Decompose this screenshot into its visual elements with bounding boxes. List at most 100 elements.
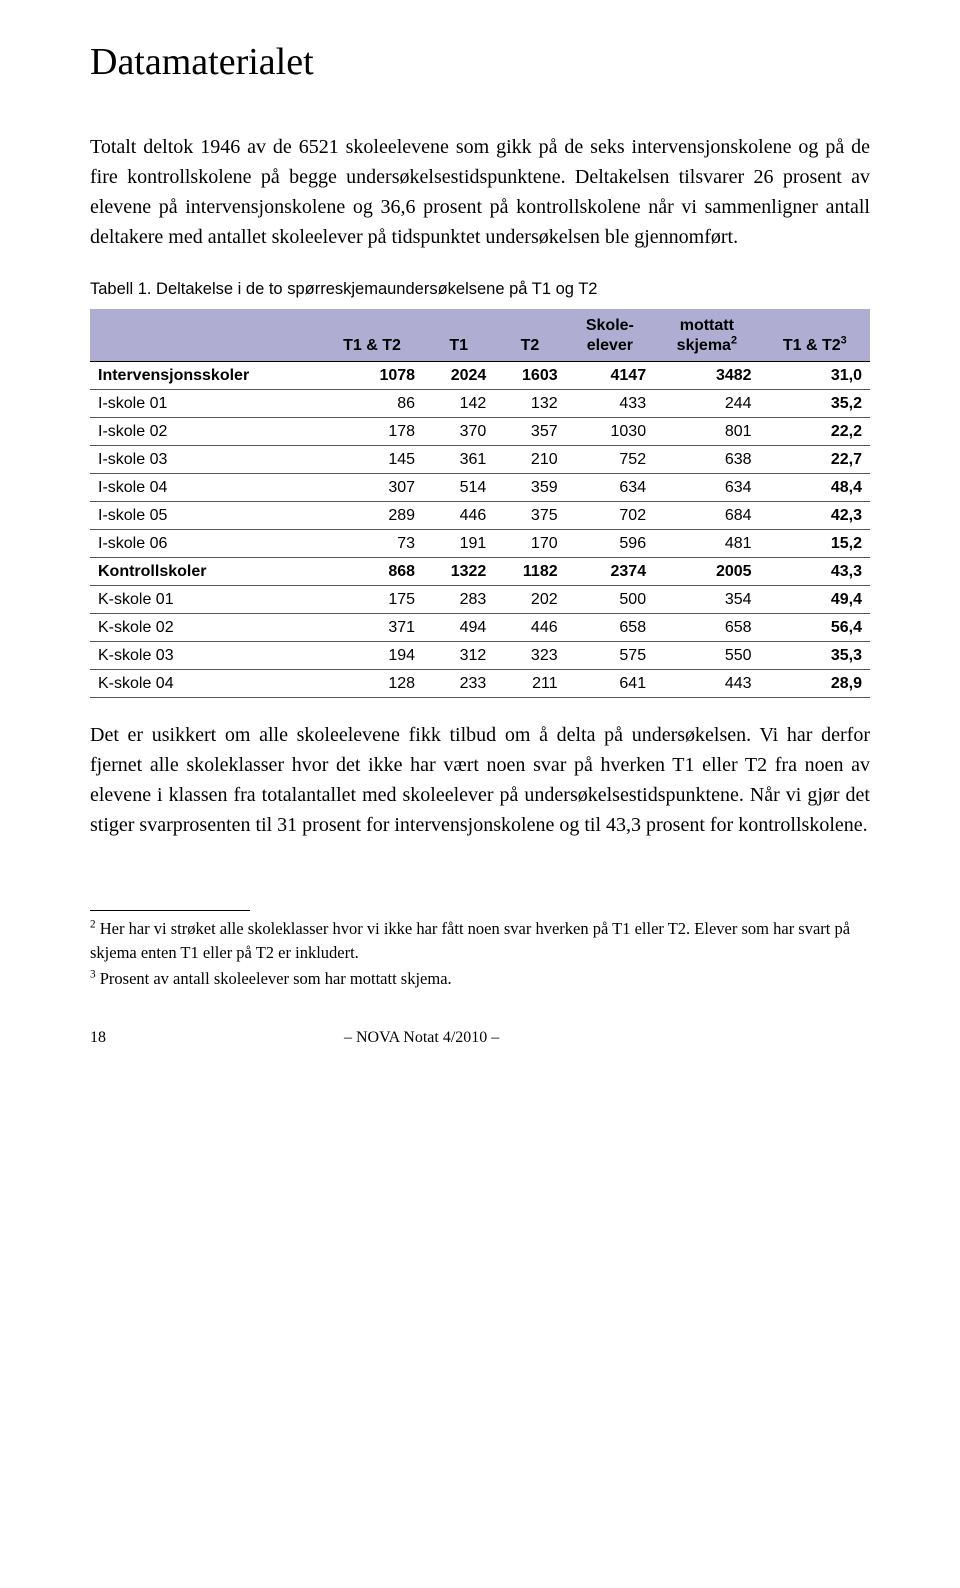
table-cell: 233 — [423, 670, 494, 698]
col-header-t1t2: T1 & T2 — [321, 309, 423, 362]
table-cell: 801 — [654, 418, 759, 446]
table-cell: 752 — [566, 446, 654, 474]
table-cell: 43,3 — [760, 558, 870, 586]
table-cell: 446 — [423, 502, 494, 530]
table-cell: 307 — [321, 474, 423, 502]
table-cell: 86 — [321, 390, 423, 418]
table-row: Kontrollskoler868132211822374200543,3 — [90, 558, 870, 586]
table-cell: 202 — [494, 586, 565, 614]
table-cell: 28,9 — [760, 670, 870, 698]
table-cell: K-skole 04 — [90, 670, 321, 698]
table-cell: 596 — [566, 530, 654, 558]
page-number: 18 — [90, 1029, 340, 1047]
table-row: I-skole 0314536121075263822,7 — [90, 446, 870, 474]
table-cell: 31,0 — [760, 362, 870, 390]
table-caption: Tabell 1. Deltakelse i de to spørreskjem… — [90, 280, 870, 299]
table-cell: 283 — [423, 586, 494, 614]
table-cell: 210 — [494, 446, 565, 474]
col5-line1: mottatt — [680, 317, 734, 334]
table-cell: 35,3 — [760, 642, 870, 670]
table-cell: 370 — [423, 418, 494, 446]
table-row: K-skole 0412823321164144328,9 — [90, 670, 870, 698]
table-cell: 634 — [654, 474, 759, 502]
table-row: I-skole 02178370357103080122,2 — [90, 418, 870, 446]
table-cell: 357 — [494, 418, 565, 446]
table-cell: 178 — [321, 418, 423, 446]
col-header-skoleelever: Skole- elever — [566, 309, 654, 362]
table-row: K-skole 0117528320250035449,4 — [90, 586, 870, 614]
table-cell: 2005 — [654, 558, 759, 586]
table-cell: 35,2 — [760, 390, 870, 418]
col-header-mottatt: mottatt skjema2 — [654, 309, 759, 362]
table-cell: K-skole 01 — [90, 586, 321, 614]
table-row: K-skole 0319431232357555035,3 — [90, 642, 870, 670]
table-cell: 1078 — [321, 362, 423, 390]
table-cell: 2374 — [566, 558, 654, 586]
table-cell: I-skole 02 — [90, 418, 321, 446]
table-cell: 641 — [566, 670, 654, 698]
table-cell: K-skole 03 — [90, 642, 321, 670]
table-cell: I-skole 01 — [90, 390, 321, 418]
table-cell: 634 — [566, 474, 654, 502]
table-cell: 684 — [654, 502, 759, 530]
col-header-t1: T1 — [423, 309, 494, 362]
table-cell: 702 — [566, 502, 654, 530]
table-cell: 3482 — [654, 362, 759, 390]
table-cell: 56,4 — [760, 614, 870, 642]
table-cell: 1603 — [494, 362, 565, 390]
table-cell: 22,2 — [760, 418, 870, 446]
table-cell: 244 — [654, 390, 759, 418]
table-cell: K-skole 02 — [90, 614, 321, 642]
table-cell: 371 — [321, 614, 423, 642]
table-cell: 2024 — [423, 362, 494, 390]
intro-paragraph: Totalt deltok 1946 av de 6521 skoleeleve… — [90, 132, 870, 252]
col4-line1: Skole- — [586, 317, 634, 334]
table-cell: 1030 — [566, 418, 654, 446]
col5-line2: skjema — [677, 337, 731, 354]
table-cell: 658 — [566, 614, 654, 642]
table-cell: 73 — [321, 530, 423, 558]
table-cell: 550 — [654, 642, 759, 670]
table-cell: 194 — [321, 642, 423, 670]
footnote-2-text: Her har vi strøket alle skoleklasser hvo… — [90, 919, 850, 962]
col-header-t2: T2 — [494, 309, 565, 362]
col6-text: T1 & T2 — [783, 337, 841, 354]
table-cell: I-skole 05 — [90, 502, 321, 530]
col-header-blank — [90, 309, 321, 362]
table-cell: 575 — [566, 642, 654, 670]
table-cell: 211 — [494, 670, 565, 698]
table-cell: 323 — [494, 642, 565, 670]
table-cell: Kontrollskoler — [90, 558, 321, 586]
table-cell: 354 — [654, 586, 759, 614]
footnote-2: 2 Her har vi strøket alle skoleklasser h… — [90, 917, 870, 965]
table-cell: 375 — [494, 502, 565, 530]
data-table: T1 & T2 T1 T2 Skole- elever mottatt skje… — [90, 309, 870, 698]
table-row: I-skole 0430751435963463448,4 — [90, 474, 870, 502]
table-cell: 191 — [423, 530, 494, 558]
table-cell: 494 — [423, 614, 494, 642]
table-cell: I-skole 04 — [90, 474, 321, 502]
table-cell: 142 — [423, 390, 494, 418]
table-cell: 433 — [566, 390, 654, 418]
table-body: Intervensjonsskoler107820241603414734823… — [90, 362, 870, 698]
table-row: Intervensjonsskoler107820241603414734823… — [90, 362, 870, 390]
table-row: I-skole 018614213243324435,2 — [90, 390, 870, 418]
table-cell: 145 — [321, 446, 423, 474]
table-header-row: T1 & T2 T1 T2 Skole- elever mottatt skje… — [90, 309, 870, 362]
col5-sup: 2 — [731, 335, 737, 347]
footnote-3: 3 Prosent av antall skoleelever som har … — [90, 967, 870, 991]
table-cell: 128 — [321, 670, 423, 698]
table-cell: 49,4 — [760, 586, 870, 614]
table-cell: 359 — [494, 474, 565, 502]
table-cell: 132 — [494, 390, 565, 418]
col4-line2: elever — [587, 337, 633, 354]
table-cell: 170 — [494, 530, 565, 558]
footnote-3-text: Prosent av antall skoleelever som har mo… — [96, 969, 452, 988]
footer-citation: – NOVA Notat 4/2010 – — [344, 1029, 499, 1047]
table-cell: 446 — [494, 614, 565, 642]
table-row: I-skole 067319117059648115,2 — [90, 530, 870, 558]
table-cell: 1182 — [494, 558, 565, 586]
table-cell: 658 — [654, 614, 759, 642]
table-cell: I-skole 06 — [90, 530, 321, 558]
table-cell: I-skole 03 — [90, 446, 321, 474]
